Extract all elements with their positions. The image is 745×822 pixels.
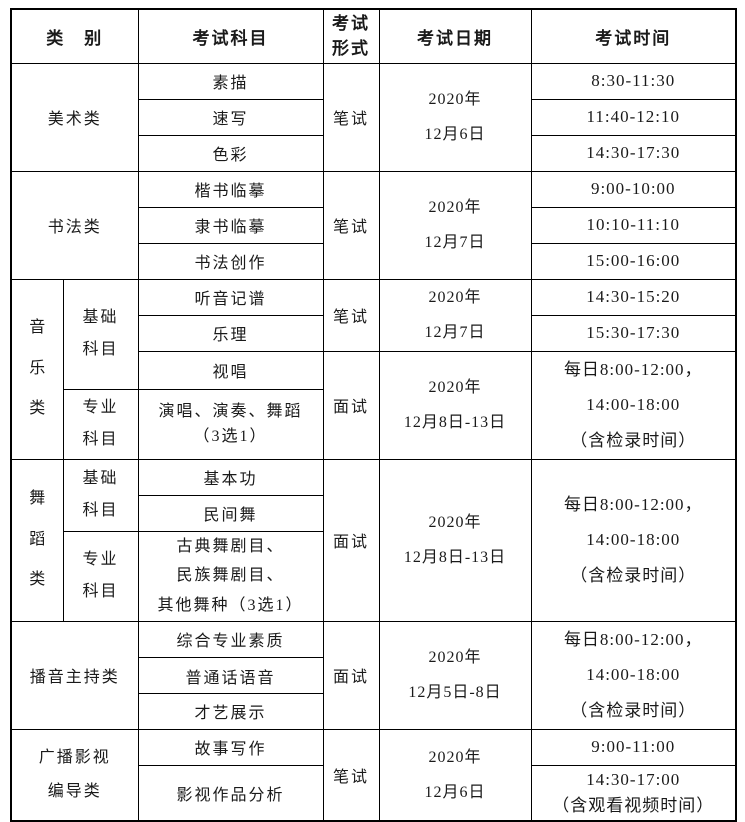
art-format-cell: 笔试 (322, 62, 380, 172)
music-interview-date-cell: 2020年 12月8日-13日 (378, 350, 532, 460)
table-row: 书法类 楷书临摹 笔试 2020年 12月7日 9:00-10:00 (10, 170, 737, 280)
dance-group-pro-cell: 专业 科目 (62, 530, 139, 622)
header-date: 考试日期 (378, 8, 532, 64)
music-subject-2: 视唱 (137, 350, 324, 391)
broadcast-date-cell: 2020年 12月5日-8日 (378, 620, 532, 730)
table-row: 才艺展示 (11, 692, 736, 730)
exam-schedule-table: 类 别 考试科目 考试 形式 考试日期 考试时间 美术类 素描 笔试 2020年… (10, 8, 737, 822)
broadcast-subject-0: 综合专业素质 (137, 620, 324, 659)
dance-subject-1: 民间舞 (137, 494, 324, 532)
music-interview-time-cell: 每日8:00-12:00， 14:00-18:00 （含检录时间） (530, 350, 737, 460)
art-time-1: 11:40-12:10 (530, 98, 737, 136)
header-category: 类 别 (10, 8, 139, 64)
broadcast-format-cell: 面试 (322, 620, 380, 730)
music-written-time-0: 14:30-15:20 (530, 278, 737, 316)
calligraphy-format-cell: 笔试 (322, 170, 380, 280)
table-row: 专业 科目 演唱、演奏、舞蹈 （3选1） (11, 389, 736, 460)
header-subject: 考试科目 (137, 8, 324, 64)
music-written-time-1: 15:30-17:30 (530, 314, 737, 352)
calligraphy-time-2: 15:00-16:00 (530, 242, 737, 280)
art-date-cell: 2020年 12月6日 (378, 62, 532, 172)
dance-category-cell: 舞 蹈 类 (10, 458, 64, 622)
dance-date-cell: 2020年 12月8日-13日 (378, 458, 532, 622)
table-row: 专业 科目 古典舞剧目、 民族舞剧目、 其他舞种（3选1） (11, 530, 736, 622)
film-time-1: 14:30-17:00 （含观看视频时间） (530, 764, 737, 822)
film-time-0: 9:00-11:00 (530, 728, 737, 766)
table-row: 书法创作 15:00-16:00 (11, 242, 737, 280)
music-written-date-cell: 2020年 12月7日 (378, 278, 532, 352)
music-interview-format-cell: 面试 (322, 350, 380, 460)
dance-subject-2: 古典舞剧目、 民族舞剧目、 其他舞种（3选1） (137, 530, 324, 622)
art-time-2: 14:30-17:30 (530, 134, 737, 172)
film-subject-1: 影视作品分析 (137, 764, 324, 822)
table-row: 舞 蹈 类 基础 科目 基本功 面试 2020年 12月8日-13日 每日8:0… (10, 458, 737, 622)
art-category-cell: 美术类 (10, 62, 139, 172)
dance-time-cell: 每日8:00-12:00， 14:00-18:00 （含检录时间） (530, 458, 737, 622)
broadcast-subject-2: 才艺展示 (137, 692, 324, 730)
broadcast-time-cell: 每日8:00-12:00， 14:00-18:00 （含检录时间） (530, 620, 737, 730)
table-row: 音 乐 类 基础 科目 听音记谱 笔试 2020年 12月7日 14:30-15… (10, 278, 737, 460)
calligraphy-subject-2: 书法创作 (137, 242, 324, 280)
table-row: 民间舞 (11, 494, 736, 532)
header-row: 类 别 考试科目 考试 形式 考试日期 考试时间 (10, 8, 737, 64)
music-category-cell: 音 乐 类 (10, 278, 64, 460)
calligraphy-subject-1: 隶书临摹 (137, 206, 324, 244)
calligraphy-date-cell: 2020年 12月7日 (378, 170, 532, 280)
table-row: 美术类 素描 笔试 2020年 12月6日 8:30-11:30 (10, 62, 737, 172)
header-format: 考试 形式 (322, 8, 380, 64)
dance-group-basic-cell: 基础 科目 (62, 458, 139, 532)
calligraphy-category-cell: 书法类 (10, 170, 139, 280)
music-subject-1: 乐理 (137, 314, 324, 352)
broadcast-category-cell: 播音主持类 (10, 620, 139, 730)
film-format-cell: 笔试 (322, 728, 380, 822)
art-subject-2: 色彩 (137, 134, 324, 172)
dance-format-cell: 面试 (322, 458, 380, 622)
table-row: 乐理 15:30-17:30 (11, 314, 737, 352)
table-row: 色彩 14:30-17:30 (11, 134, 737, 172)
music-subject-0: 听音记谱 (137, 278, 324, 316)
header-time: 考试时间 (530, 8, 737, 64)
table-row: 播音主持类 综合专业素质 面试 2020年 12月5日-8日 每日8:00-12… (10, 620, 737, 730)
film-category-cell: 广播影视 编导类 (10, 728, 139, 822)
dance-subject-0: 基本功 (137, 458, 324, 496)
music-written-format-cell: 笔试 (322, 278, 380, 352)
music-group-pro-cell: 专业 科目 (62, 389, 139, 460)
music-subject-3: 演唱、演奏、舞蹈 （3选1） (137, 389, 324, 460)
film-subject-0: 故事写作 (137, 728, 324, 766)
table-row: 速写 11:40-12:10 (11, 98, 737, 136)
music-group-basic-cell: 基础 科目 (62, 278, 139, 391)
calligraphy-subject-0: 楷书临摹 (137, 170, 324, 208)
art-subject-0: 素描 (137, 62, 324, 100)
art-time-0: 8:30-11:30 (530, 62, 737, 100)
calligraphy-time-1: 10:10-11:10 (530, 206, 737, 244)
table-row: 普通话语音 (11, 657, 736, 694)
table-row: 隶书临摹 10:10-11:10 (11, 206, 737, 244)
calligraphy-time-0: 9:00-10:00 (530, 170, 737, 208)
film-date-cell: 2020年 12月6日 (378, 728, 532, 822)
art-subject-1: 速写 (137, 98, 324, 136)
table-row: 广播影视 编导类 故事写作 笔试 2020年 12月6日 9:00-11:00 (10, 728, 737, 822)
broadcast-subject-1: 普通话语音 (137, 657, 324, 694)
table-row: 视唱 面试 2020年 12月8日-13日 每日8:00-12:00， 14:0… (11, 350, 737, 460)
